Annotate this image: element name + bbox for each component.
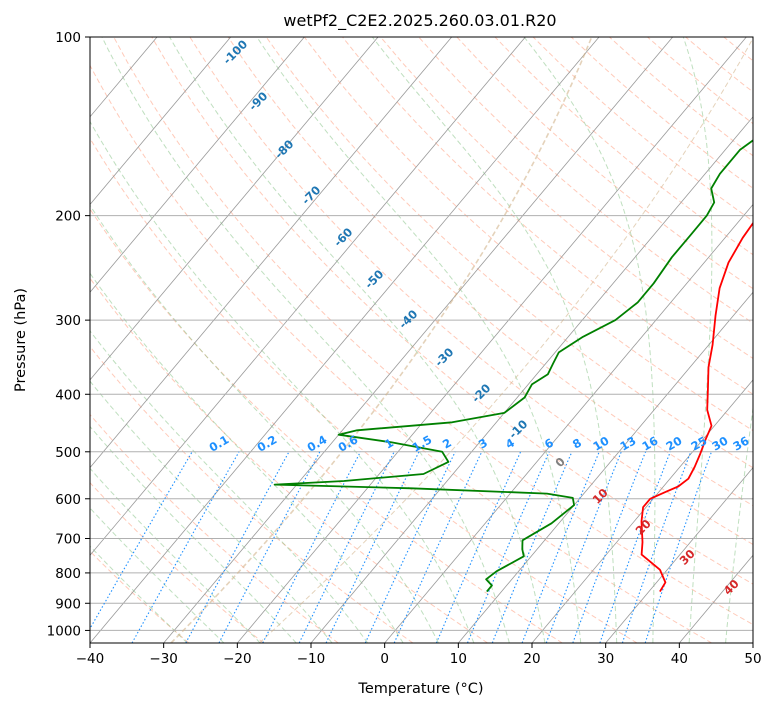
axes: −40 −30 −20 −10 0 10 20 30 40 50 100 200 300 400 500 60… bbox=[47, 30, 762, 667]
mixing-ratio-label: 25 bbox=[689, 433, 710, 453]
plot-frame bbox=[89, 36, 754, 644]
dry-adiabat bbox=[90, 277, 488, 643]
isotherm-line bbox=[90, 37, 453, 469]
mixing-ratio-line bbox=[90, 451, 193, 630]
mixing-ratio-line bbox=[262, 451, 361, 643]
x-tick-label: 40 bbox=[671, 651, 688, 667]
mixing-ratio-line bbox=[325, 451, 420, 643]
moist-adiabat bbox=[101, 37, 510, 643]
ccn-curve bbox=[170, 37, 593, 643]
x-tick-label: −10 bbox=[297, 651, 326, 667]
x-tick-label: −20 bbox=[223, 651, 252, 667]
plot-area: -100-90-80-70-60-50-40-30-20-100.1 0.2 0.4… bbox=[90, 37, 753, 643]
dry-adiabat bbox=[265, 37, 753, 469]
dry-adiabat bbox=[189, 37, 753, 546]
y-tick-label: 900 bbox=[55, 596, 81, 612]
ccn-curve bbox=[259, 37, 753, 643]
mixing-ratio-line bbox=[393, 451, 483, 643]
mixing-ratio-line bbox=[131, 451, 240, 643]
x-axis-title: Temperature (°C) bbox=[357, 681, 483, 697]
mixing-ratio-label: 16 bbox=[640, 433, 661, 453]
isotherm-line bbox=[90, 37, 232, 206]
mixing-ratio-line bbox=[644, 451, 713, 643]
mixing-ratio-label: 10 bbox=[591, 433, 612, 453]
moist-adiabat bbox=[90, 204, 439, 643]
dry-adiabat bbox=[380, 37, 753, 359]
isotherm-line bbox=[90, 37, 600, 643]
mixing-ratio-line bbox=[435, 451, 522, 643]
moist-adiabat bbox=[90, 507, 225, 643]
moist-adiabat bbox=[90, 425, 297, 643]
mixing-ratio-label: 30 bbox=[710, 433, 731, 453]
chart-title: wetPf2_C2E2.2025.260.03.01.R20 bbox=[283, 11, 556, 31]
mixing-ratio-line bbox=[185, 451, 290, 643]
y-tick-label: 600 bbox=[55, 492, 81, 508]
dry-adiabat bbox=[151, 37, 753, 585]
mixing-ratio-line bbox=[621, 451, 692, 643]
moist-adiabat bbox=[90, 545, 188, 643]
dry-adiabat bbox=[90, 64, 712, 643]
x-tick-label: 10 bbox=[450, 651, 467, 667]
isotherm-line bbox=[605, 466, 753, 643]
mixing-ratio-label: 13 bbox=[618, 433, 639, 453]
dry-adiabat bbox=[90, 208, 563, 643]
moist-adiabat bbox=[523, 37, 656, 643]
x-tick-label: −40 bbox=[76, 651, 105, 667]
x-tick-label: 0 bbox=[380, 651, 389, 667]
x-tick-label: 30 bbox=[597, 651, 614, 667]
y-tick-label: 400 bbox=[55, 387, 81, 403]
isotherm-line bbox=[531, 379, 753, 643]
isotherm-line bbox=[90, 37, 526, 556]
y-axis-title: Pressure (hPa) bbox=[13, 288, 29, 392]
dry-adiabat bbox=[456, 37, 753, 290]
mixing-ratio-label: 20 bbox=[664, 433, 685, 453]
y-tick-label: 1000 bbox=[47, 623, 81, 639]
x-tick-label: −30 bbox=[149, 651, 178, 667]
y-tick-label: 300 bbox=[55, 313, 81, 329]
moist-adiabat bbox=[256, 37, 582, 643]
isotherm-line bbox=[310, 116, 753, 643]
isotherm-line bbox=[90, 37, 305, 293]
dewpoint-profile-line bbox=[273, 139, 753, 593]
isotherm-line bbox=[163, 37, 674, 643]
moist-adiabat bbox=[90, 272, 404, 643]
isotherm-line bbox=[90, 37, 379, 381]
temperature-profile-line bbox=[640, 221, 753, 593]
dry-adiabat bbox=[227, 37, 753, 507]
moist-adiabat bbox=[682, 37, 713, 643]
moist-adiabat bbox=[169, 37, 546, 643]
isotherm-line bbox=[237, 37, 747, 643]
mixing-ratio-line bbox=[521, 451, 600, 643]
mixing-ratio-line bbox=[466, 451, 550, 643]
y-tick-label: 100 bbox=[55, 30, 81, 46]
dry-adiabat bbox=[342, 37, 753, 395]
moist-adiabat bbox=[725, 404, 753, 643]
moist-adiabat bbox=[90, 330, 369, 643]
y-tick-label: 800 bbox=[55, 566, 81, 582]
mixing-ratio-line bbox=[364, 451, 456, 643]
x-tick-label: 50 bbox=[744, 651, 761, 667]
mixing-ratio-label: 36 bbox=[731, 433, 752, 453]
isotherm-line bbox=[384, 203, 753, 643]
mixing-ratio-line bbox=[298, 451, 395, 643]
y-tick-label: 700 bbox=[55, 532, 81, 548]
y-tick-label: 500 bbox=[55, 445, 81, 461]
y-tick-label: 200 bbox=[55, 209, 81, 225]
mixing-ratio-line bbox=[218, 451, 321, 643]
moist-adiabat bbox=[90, 467, 261, 643]
x-tick-label: 20 bbox=[523, 651, 540, 667]
dry-adiabat bbox=[90, 413, 339, 643]
